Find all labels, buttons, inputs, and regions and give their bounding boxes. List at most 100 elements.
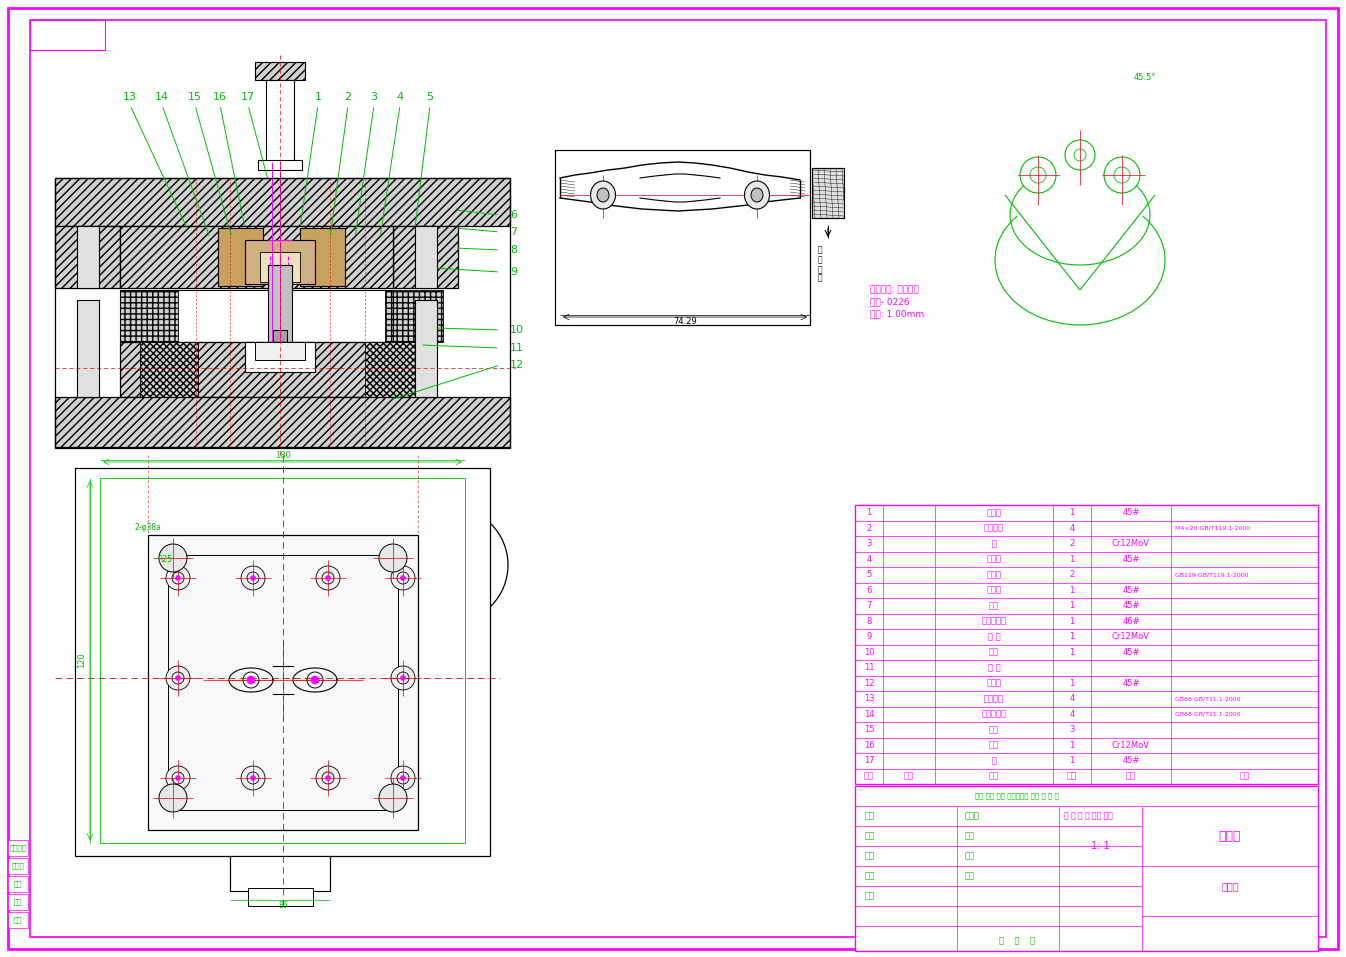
Text: 工艺: 工艺 <box>865 852 875 860</box>
Text: 打料板: 打料板 <box>987 555 1001 564</box>
Bar <box>55 178 510 226</box>
Bar <box>120 290 393 342</box>
Bar <box>120 226 393 288</box>
Text: 45#: 45# <box>1123 555 1140 564</box>
Bar <box>77 300 100 397</box>
Circle shape <box>159 544 187 572</box>
Bar <box>393 226 458 288</box>
Text: 16: 16 <box>213 92 227 102</box>
Circle shape <box>307 672 323 688</box>
Text: 9: 9 <box>510 267 517 277</box>
Circle shape <box>380 544 406 572</box>
Bar <box>55 226 120 288</box>
Text: 45#: 45# <box>1123 756 1140 766</box>
Text: 13: 13 <box>864 694 875 703</box>
Text: 固 套: 固 套 <box>988 633 1000 641</box>
Text: 柄: 柄 <box>992 756 996 766</box>
Text: 7: 7 <box>867 601 872 611</box>
Text: 17: 17 <box>241 92 254 102</box>
Text: GB68 GB/T11.1-2000: GB68 GB/T11.1-2000 <box>1175 697 1241 701</box>
Text: 13: 13 <box>122 92 137 102</box>
Text: 数量: 数量 <box>1067 771 1077 781</box>
Text: 17: 17 <box>864 756 875 766</box>
Bar <box>230 856 330 891</box>
Text: 凸模: 凸模 <box>989 741 999 749</box>
Text: 3: 3 <box>1069 725 1074 734</box>
Text: 45#: 45# <box>1123 648 1140 657</box>
Circle shape <box>175 575 180 581</box>
Bar <box>168 555 398 810</box>
Circle shape <box>172 772 184 784</box>
Text: 1: 1 <box>1069 601 1074 611</box>
Bar <box>218 228 262 286</box>
Text: 14: 14 <box>864 710 875 719</box>
Text: 图号- 0226: 图号- 0226 <box>870 298 910 306</box>
Text: 2: 2 <box>1069 539 1074 548</box>
Text: 序号: 序号 <box>864 771 874 781</box>
Text: 1: 1 <box>1069 756 1074 766</box>
Text: R25: R25 <box>157 555 172 565</box>
Circle shape <box>401 575 405 581</box>
Circle shape <box>166 766 190 790</box>
Text: 11: 11 <box>510 343 524 353</box>
Text: Cr12MoV: Cr12MoV <box>1112 539 1149 548</box>
Text: 审核: 审核 <box>865 872 875 880</box>
Text: 74.29: 74.29 <box>673 318 697 326</box>
Circle shape <box>401 775 405 781</box>
Text: 卸 料: 卸 料 <box>988 663 1000 672</box>
Circle shape <box>175 775 180 781</box>
Bar <box>75 468 490 856</box>
Circle shape <box>241 766 265 790</box>
Circle shape <box>397 672 409 684</box>
Circle shape <box>172 672 184 684</box>
Text: 4: 4 <box>1069 694 1074 703</box>
Text: 销: 销 <box>992 539 996 548</box>
Ellipse shape <box>751 188 763 202</box>
Text: 3: 3 <box>370 92 377 102</box>
Text: 6: 6 <box>510 210 517 220</box>
Text: 1: 1 <box>1069 616 1074 626</box>
Bar <box>260 252 300 282</box>
Text: 15: 15 <box>864 725 875 734</box>
Circle shape <box>250 575 256 581</box>
Circle shape <box>311 676 319 684</box>
Circle shape <box>1020 157 1057 193</box>
Ellipse shape <box>591 181 615 209</box>
Bar <box>254 342 306 360</box>
Text: 零件名称: 齿轮锁片: 零件名称: 齿轮锁片 <box>870 285 919 295</box>
Text: 小杆: 小杆 <box>989 601 999 611</box>
Text: 120: 120 <box>78 652 86 668</box>
Circle shape <box>392 507 507 623</box>
Circle shape <box>1065 140 1096 170</box>
Text: 1: 1 <box>315 92 322 102</box>
Bar <box>55 226 120 288</box>
Ellipse shape <box>598 188 608 202</box>
Bar <box>8 912 28 928</box>
Bar <box>8 840 28 856</box>
Text: 工艺: 工艺 <box>865 892 875 901</box>
Text: 备注: 备注 <box>1240 771 1249 781</box>
Text: 审核: 审核 <box>865 832 875 840</box>
Text: 板厂: 1.00mm: 板厂: 1.00mm <box>870 309 925 319</box>
Bar <box>393 226 458 288</box>
Bar <box>273 330 287 342</box>
Text: 标准化: 标准化 <box>12 862 24 869</box>
Circle shape <box>1074 149 1086 161</box>
Circle shape <box>390 566 415 590</box>
Text: 学号: 学号 <box>965 852 975 860</box>
Text: 代号: 代号 <box>905 771 914 781</box>
Text: 12: 12 <box>510 360 524 370</box>
Text: 冲头固定套: 冲头固定套 <box>981 616 1007 626</box>
Text: 销钉: 销钉 <box>989 725 999 734</box>
Text: 46#: 46# <box>1123 616 1140 626</box>
Text: 审核: 审核 <box>965 832 975 840</box>
Text: 45.5°: 45.5° <box>1133 74 1156 82</box>
Circle shape <box>172 572 184 584</box>
Text: 卸料螺钉: 卸料螺钉 <box>984 694 1004 703</box>
Circle shape <box>316 766 341 790</box>
Bar <box>254 62 306 80</box>
Bar <box>415 300 437 397</box>
Text: GB68 GB/T11.1-2000: GB68 GB/T11.1-2000 <box>1175 712 1241 717</box>
Circle shape <box>322 772 334 784</box>
Bar <box>267 80 293 165</box>
